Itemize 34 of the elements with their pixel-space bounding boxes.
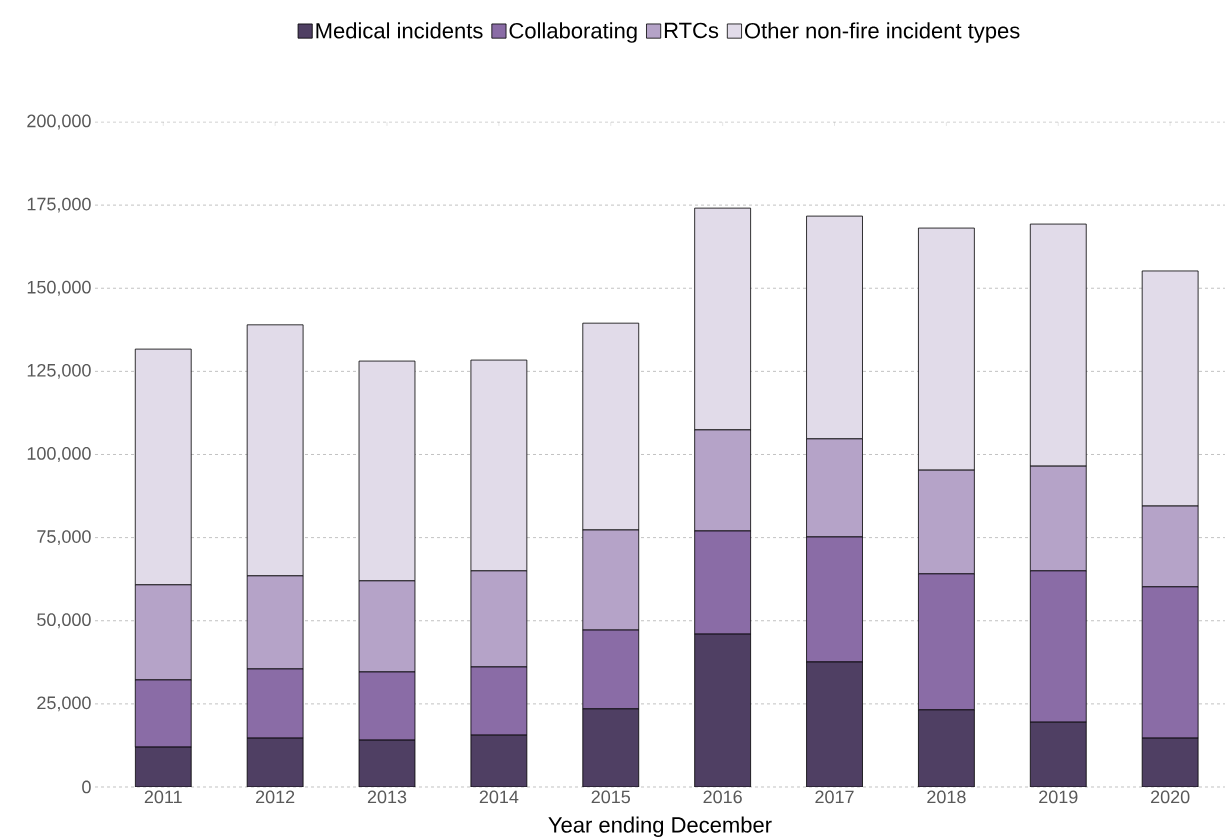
y-tick-label: 25,000 [37, 696, 91, 712]
bar [694, 633, 752, 787]
bar [134, 746, 192, 787]
bar [470, 734, 528, 787]
bar [918, 709, 975, 787]
y-tick-label: 175,000 [27, 197, 91, 213]
bar [582, 708, 640, 787]
bar [1029, 721, 1087, 787]
bar [806, 661, 863, 787]
legend-label: Other non-fire incident types [744, 22, 1020, 43]
y-tick-label: 100,000 [27, 447, 91, 462]
x-tick-label: 2019 [1039, 790, 1078, 804]
x-tick-label: 2016 [703, 790, 742, 804]
y-tick-label: 150,000 [27, 280, 91, 296]
x-tick-label: 2011 [144, 790, 182, 804]
x-axis-title: Year ending December [548, 816, 772, 838]
y-tick-label: 125,000 [27, 363, 91, 379]
x-tick-label: 2014 [479, 790, 519, 804]
x-tick-label: 2020 [1151, 790, 1190, 804]
legend-label: Collaborating [509, 22, 637, 43]
bar [1141, 737, 1199, 787]
legend-label: Medical incidents [316, 22, 483, 39]
x-tick-label: 2015 [591, 790, 631, 804]
bar [246, 737, 304, 787]
x-tick-label: 2018 [927, 790, 966, 804]
legend-label: RTCs [664, 22, 719, 39]
y-tick-label: 200,000 [27, 114, 91, 130]
y-tick-label: 50,000 [37, 613, 91, 629]
x-tick-label: 2012 [256, 790, 295, 804]
bar [358, 739, 416, 787]
x-tick-label: 2017 [815, 790, 854, 804]
y-tick-label: 0 [82, 780, 91, 794]
y-tick-label: 75,000 [37, 530, 91, 546]
x-tick-label: 2013 [367, 790, 407, 804]
